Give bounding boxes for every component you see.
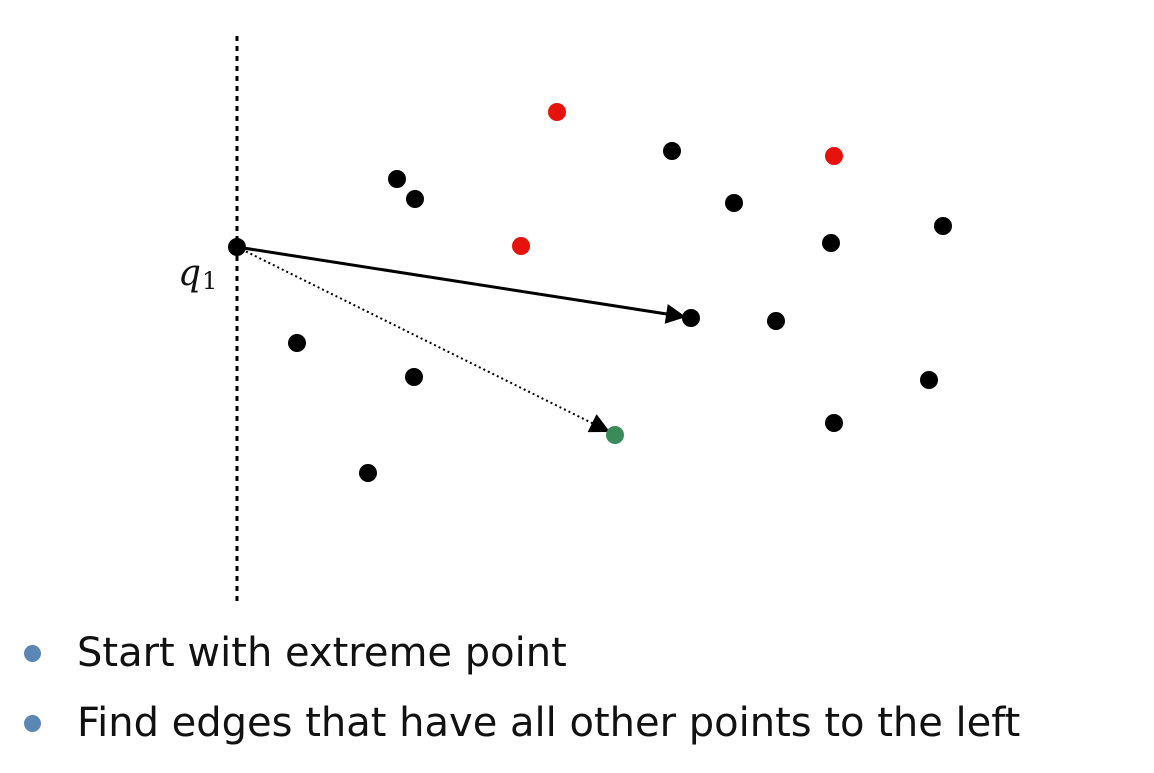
point-red [512, 237, 530, 255]
point [767, 312, 785, 330]
point-red [548, 103, 566, 121]
start-point-q1 [228, 238, 246, 256]
point [825, 414, 843, 432]
bullet-item: Start with extreme point [24, 618, 1020, 688]
point [725, 194, 743, 212]
start-point-label-letter: q [178, 253, 201, 294]
bullet-text: Find edges that have all other points to… [77, 700, 1021, 746]
point [822, 234, 840, 252]
point [934, 217, 952, 235]
bullet-dot [24, 714, 41, 732]
solid-edge-arrow [236, 245, 687, 324]
points-group [228, 103, 952, 482]
point [405, 368, 423, 386]
bullet-dot [24, 644, 41, 662]
bullet-list: Start with extreme point Find edges that… [24, 618, 1020, 758]
point [359, 464, 377, 482]
gift-wrapping-diagram: q1 [178, 36, 952, 606]
dotted-edge-arrow [236, 246, 611, 433]
start-point-label-subscript: 1 [202, 267, 217, 295]
start-point-label: q1 [178, 253, 217, 295]
point [388, 170, 406, 188]
point [406, 190, 424, 208]
bullet-text: Start with extreme point [77, 630, 567, 676]
point [288, 334, 306, 352]
bullet-item: Find edges that have all other points to… [24, 688, 1020, 758]
point-red [825, 147, 843, 165]
point [920, 371, 938, 389]
point-edge-target [682, 309, 700, 327]
point [663, 142, 681, 160]
point-green [606, 426, 624, 444]
